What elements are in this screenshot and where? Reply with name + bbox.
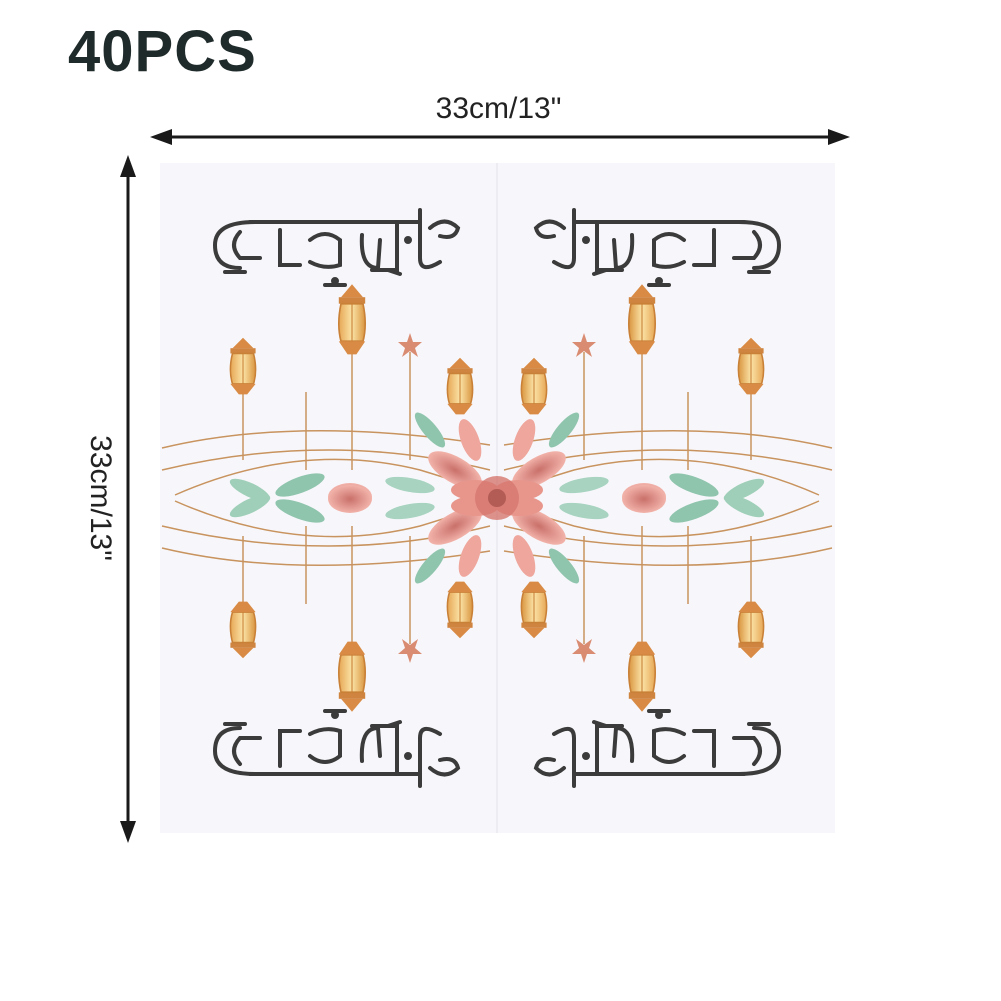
width-label: 33cm/13" bbox=[0, 92, 1001, 126]
height-arrow-icon bbox=[120, 155, 136, 843]
quantity-label: 40PCS bbox=[68, 19, 257, 84]
napkin bbox=[160, 163, 835, 833]
width-arrow-icon bbox=[150, 129, 850, 145]
width-label-text: 33cm/13" bbox=[435, 92, 562, 125]
